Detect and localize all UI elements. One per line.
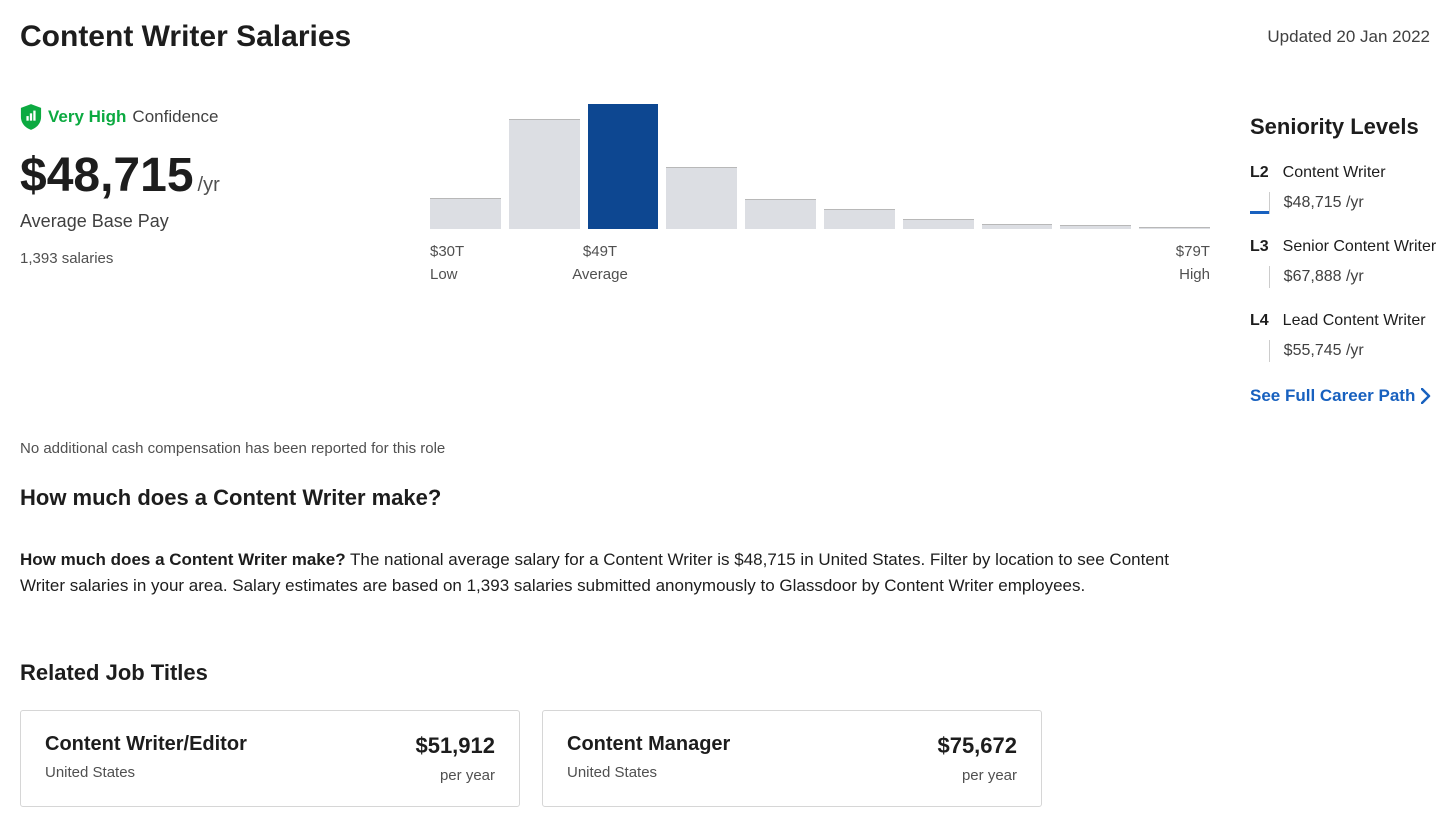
salary-amount: $48,715 (20, 149, 194, 202)
chart-bar (903, 219, 974, 229)
shield-icon (20, 104, 42, 130)
level-code: L4 (1250, 312, 1269, 362)
level-code: L3 (1250, 238, 1269, 288)
related-job-card[interactable]: Content Manager United States $75,672 per y… (542, 710, 1042, 807)
chart-bar (666, 167, 737, 230)
card-per: per year (937, 767, 1017, 784)
axis-avg-value: $49T (572, 243, 628, 260)
chart-bar (1139, 227, 1210, 230)
confidence-suffix: Confidence (132, 107, 218, 127)
compensation-note: No additional cash compensation has been… (20, 440, 1430, 457)
seniority-level[interactable]: L2 Content Writer $48,715 /yr (1250, 164, 1450, 214)
card-location: United States (567, 764, 730, 781)
related-title: Related Job Titles (20, 660, 1430, 686)
card-salary: $75,672 (937, 733, 1017, 759)
card-location: United States (45, 764, 247, 781)
chart-bar (824, 209, 895, 229)
avg-base-pay-label: Average Base Pay (20, 211, 390, 232)
level-title: Lead Content Writer (1283, 312, 1426, 330)
card-title: Content Writer/Editor (45, 733, 247, 756)
level-code: L2 (1250, 164, 1269, 214)
confidence-label: Very High (48, 107, 126, 127)
card-per: per year (415, 767, 495, 784)
chart-bar (982, 224, 1053, 229)
salary-count: 1,393 salaries (20, 250, 390, 267)
chart-bar (509, 119, 580, 229)
axis-high-value: $79T (1176, 243, 1210, 260)
chart-bar (745, 199, 816, 229)
chart-bar (588, 104, 659, 229)
related-job-card[interactable]: Content Writer/Editor United States $51,91… (20, 710, 520, 807)
card-title: Content Manager (567, 733, 730, 756)
axis-low-label: Low (430, 266, 464, 283)
description: How much does a Content Writer make? The… (20, 547, 1170, 600)
seniority-title: Seniority Levels (1250, 114, 1450, 140)
career-path-link[interactable]: See Full Career Path (1250, 386, 1450, 406)
chart-bar (1060, 225, 1131, 229)
level-title: Content Writer (1283, 164, 1386, 182)
axis-high-label: High (1176, 266, 1210, 283)
axis-avg-label: Average (572, 266, 628, 283)
chevron-right-icon (1421, 388, 1431, 404)
page-title: Content Writer Salaries (20, 20, 351, 54)
level-salary: $55,745 /yr (1269, 340, 1426, 362)
salary-distribution-chart: $30T Low $49T Average $79T High (430, 104, 1210, 406)
level-salary: $48,715 /yr (1269, 192, 1386, 214)
career-path-label: See Full Career Path (1250, 386, 1415, 406)
subheading: How much does a Content Writer make? (20, 485, 1430, 511)
card-salary: $51,912 (415, 733, 495, 759)
axis-low-value: $30T (430, 243, 464, 260)
level-title: Senior Content Writer (1283, 238, 1437, 256)
confidence-badge: Very High Confidence (20, 104, 390, 130)
updated-date: Updated 20 Jan 2022 (1267, 27, 1430, 47)
chart-bar (430, 198, 501, 229)
seniority-level[interactable]: L4 Lead Content Writer $55,745 /yr (1250, 312, 1450, 362)
seniority-level[interactable]: L3 Senior Content Writer $67,888 /yr (1250, 238, 1450, 288)
salary-suffix: /yr (198, 174, 220, 196)
level-salary: $67,888 /yr (1269, 266, 1437, 288)
description-bold: How much does a Content Writer make? (20, 550, 346, 569)
